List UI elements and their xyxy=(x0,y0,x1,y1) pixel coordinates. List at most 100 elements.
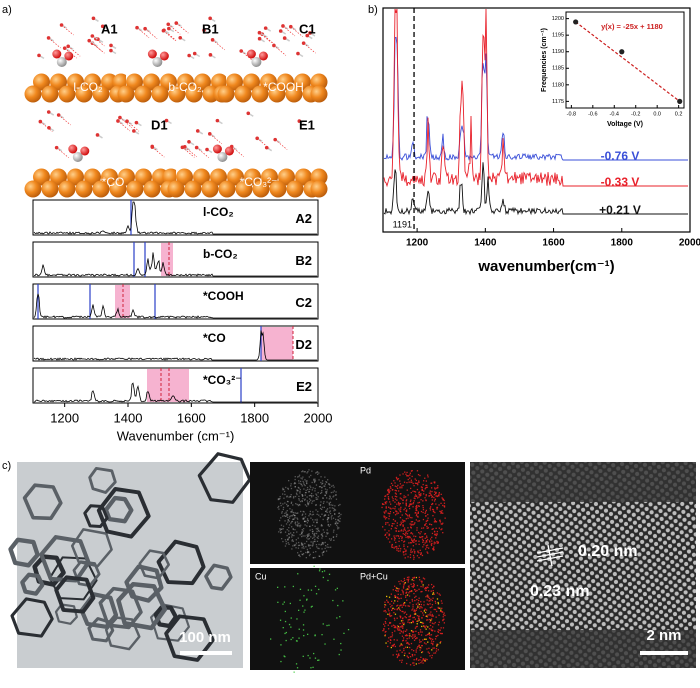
eds-dot xyxy=(418,505,420,507)
eds-dot xyxy=(412,582,415,585)
nanoframe xyxy=(20,572,45,596)
eds-dot xyxy=(419,631,422,633)
eds-dot xyxy=(383,511,385,513)
eds-dot xyxy=(292,585,294,588)
eds-dot xyxy=(323,501,325,503)
eds-dot xyxy=(402,552,405,554)
eds-dot xyxy=(427,552,429,554)
eds-dot xyxy=(291,548,293,550)
eds-dot xyxy=(396,605,398,607)
eds-dot xyxy=(298,499,300,501)
eds-dot xyxy=(421,527,423,529)
eds-dot xyxy=(300,510,302,513)
eds-dot xyxy=(406,509,408,511)
eds-dot xyxy=(430,619,432,621)
eds-dot xyxy=(425,495,427,497)
eds-dot xyxy=(332,599,334,602)
eds-dot xyxy=(316,536,318,539)
eds-dot xyxy=(293,496,295,498)
eds-dot xyxy=(399,617,402,619)
eds-dot xyxy=(407,656,410,659)
metal-atom xyxy=(109,180,127,198)
eds-dot xyxy=(407,546,409,548)
oxygen xyxy=(64,51,74,61)
eds-dot xyxy=(330,504,332,506)
eds-dot xyxy=(285,540,287,543)
eds-dot xyxy=(408,637,410,639)
eds-dot xyxy=(327,483,330,485)
eds-dot xyxy=(316,494,318,496)
eds-dot xyxy=(294,545,296,547)
eds-dot xyxy=(311,489,313,491)
eds-dot xyxy=(437,542,439,544)
eds-dot xyxy=(427,594,429,596)
eds-dot xyxy=(391,489,393,491)
eds-dot xyxy=(284,502,286,504)
eds-dot xyxy=(410,479,412,481)
eds-dot xyxy=(314,585,317,587)
eds-dot xyxy=(432,626,434,628)
eds-dot xyxy=(398,537,400,539)
eds-dot xyxy=(424,609,426,611)
eds-dot xyxy=(316,530,318,533)
eds-dot xyxy=(426,544,429,546)
eds-dot xyxy=(414,497,416,500)
eds-dot xyxy=(400,508,402,510)
eds-dot xyxy=(307,544,310,546)
eds-dot xyxy=(441,512,443,514)
eds-dot xyxy=(381,506,383,509)
eds-dot xyxy=(394,482,396,484)
eds-dot xyxy=(304,471,306,473)
eds-dot xyxy=(396,547,398,549)
eds-dot xyxy=(422,614,425,616)
eds-dot xyxy=(414,540,417,542)
eds-dot xyxy=(398,627,400,629)
eds-dot xyxy=(279,496,281,498)
eds-dot xyxy=(439,521,442,523)
eds-dot xyxy=(394,537,396,540)
eds-dot xyxy=(292,545,294,547)
eds-dot xyxy=(296,517,298,519)
eds-dot xyxy=(285,511,287,513)
eds-dot xyxy=(384,625,386,627)
eds-dot xyxy=(411,655,414,657)
eds-dot xyxy=(406,642,408,644)
eds-dot xyxy=(332,484,334,487)
eds-dot xyxy=(404,471,406,473)
eds-dot xyxy=(396,496,398,498)
hbond xyxy=(184,146,198,158)
eds-dot xyxy=(391,544,393,546)
eds-dot xyxy=(431,630,434,632)
x-tick-label: 1600 xyxy=(177,410,206,425)
eds-dot xyxy=(416,513,418,515)
eds-dot xyxy=(322,502,325,504)
hbond xyxy=(273,45,287,56)
spectrum-name: b-CO₂ xyxy=(203,247,238,261)
eds-dot xyxy=(396,656,398,659)
eds-dot xyxy=(411,585,413,588)
eds-dot xyxy=(326,532,328,534)
eds-dot xyxy=(390,615,393,617)
eds-dot xyxy=(427,476,429,478)
eds-dot xyxy=(415,505,417,508)
eds-dot xyxy=(296,618,298,620)
eds-dot xyxy=(397,478,400,480)
eds-dot xyxy=(431,654,433,657)
eds-dot xyxy=(420,493,422,495)
y-tick-label: 1190 xyxy=(552,49,564,55)
eds-dot xyxy=(443,506,446,508)
eds-dot xyxy=(415,659,417,661)
eds-dot xyxy=(321,483,323,485)
eds-dot xyxy=(316,521,318,524)
eds-dot xyxy=(439,519,441,521)
eds-dot xyxy=(437,542,439,544)
eds-dot xyxy=(328,504,331,506)
eds-dot xyxy=(401,624,403,627)
eds-dot xyxy=(416,555,419,557)
eds-dot xyxy=(421,651,423,654)
eds-dot xyxy=(339,503,341,506)
eds-dot xyxy=(408,514,411,516)
eds-dot xyxy=(398,504,400,506)
eds-dot xyxy=(296,489,298,491)
eds-dot xyxy=(409,472,411,474)
